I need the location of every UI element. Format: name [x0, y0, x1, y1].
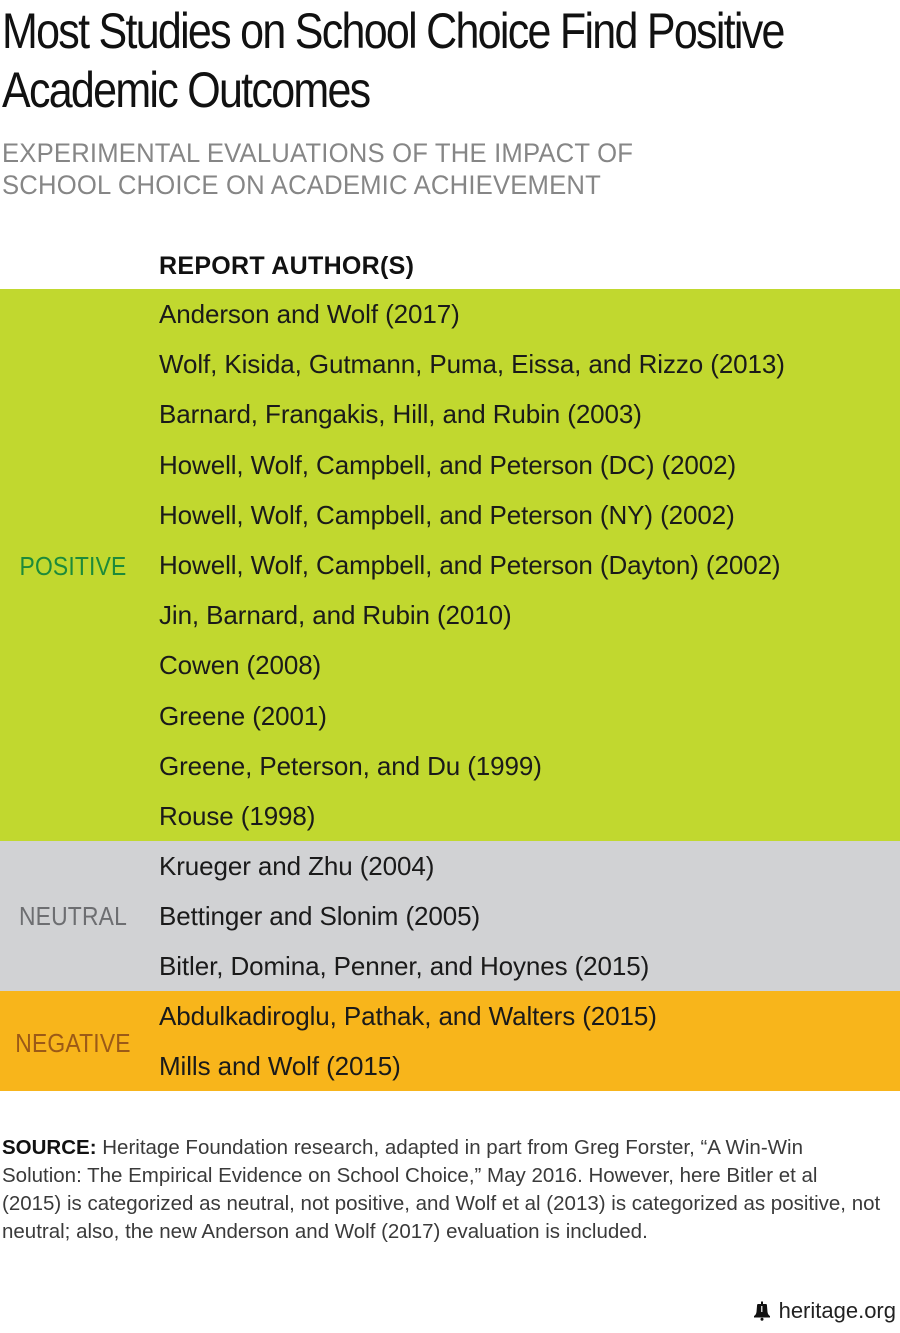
page-title: Most Studies on School Choice Find Posit… — [2, 2, 888, 120]
report-item: Mills and Wolf (2015) — [159, 1051, 401, 1082]
negative-report-list: Abdulkadiroglu, Pathak, and Walters (201… — [159, 991, 657, 1091]
title-line-2: Academic Outcomes — [2, 62, 371, 118]
report-item: Bitler, Domina, Penner, and Hoynes (2015… — [159, 951, 650, 982]
report-item: Abdulkadiroglu, Pathak, and Walters (201… — [159, 1001, 657, 1031]
report-item: Howell, Wolf, Campbell, and Peterson (NY… — [159, 499, 735, 530]
positive-report-list: Anderson and Wolf (2017) Wolf, Kisida, G… — [159, 289, 785, 841]
column-header-report-authors: REPORT AUTHOR(S) — [159, 252, 415, 280]
source-text: Heritage Foundation research, adapted in… — [2, 1136, 881, 1243]
report-item: Rouse (1998) — [159, 800, 316, 831]
footer-brand: heritage.org — [752, 1297, 896, 1325]
subtitle-line-2: SCHOOL CHOICE ON ACADEMIC ACHIEVEMENT — [2, 170, 601, 200]
subtitle-line-1: EXPERIMENTAL EVALUATIONS OF THE IMPACT O… — [2, 138, 634, 168]
report-item: Barnard, Frangakis, Hill, and Rubin (200… — [159, 399, 642, 430]
report-item: Anderson and Wolf (2017) — [159, 299, 460, 329]
positive-group: POSITIVE Anderson and Wolf (2017) Wolf, … — [0, 289, 900, 841]
report-item: Howell, Wolf, Campbell, and Peterson (DC… — [159, 449, 737, 480]
report-item: Greene, Peterson, and Du (1999) — [159, 750, 542, 781]
title-line-1: Most Studies on School Choice Find Posit… — [2, 3, 785, 59]
source-note: SOURCE: Heritage Foundation research, ad… — [2, 1134, 882, 1246]
report-item: Howell, Wolf, Campbell, and Peterson (Da… — [159, 549, 781, 580]
report-item: Greene (2001) — [159, 700, 327, 731]
report-item: Krueger and Zhu (2004) — [159, 851, 435, 881]
report-item: Wolf, Kisida, Gutmann, Puma, Eissa, and … — [159, 349, 785, 380]
report-item: Jin, Barnard, and Rubin (2010) — [159, 600, 512, 631]
group-label-negative: NEGATIVE — [15, 1028, 131, 1058]
report-item: Bettinger and Slonim (2005) — [159, 901, 481, 932]
source-label: SOURCE: — [2, 1136, 97, 1159]
group-label-neutral: NEUTRAL — [18, 901, 128, 931]
footer-site-label: heritage.org — [778, 1298, 896, 1323]
liberty-bell-icon — [752, 1301, 772, 1321]
neutral-report-list: Krueger and Zhu (2004) Bettinger and Slo… — [159, 841, 649, 992]
report-item: Cowen (2008) — [159, 650, 322, 681]
group-label-positive: POSITIVE — [19, 551, 127, 581]
negative-group: NEGATIVE Abdulkadiroglu, Pathak, and Wal… — [0, 991, 900, 1091]
page-subtitle: EXPERIMENTAL EVALUATIONS OF THE IMPACT O… — [2, 137, 857, 201]
neutral-group: NEUTRAL Krueger and Zhu (2004) Bettinger… — [0, 841, 900, 991]
